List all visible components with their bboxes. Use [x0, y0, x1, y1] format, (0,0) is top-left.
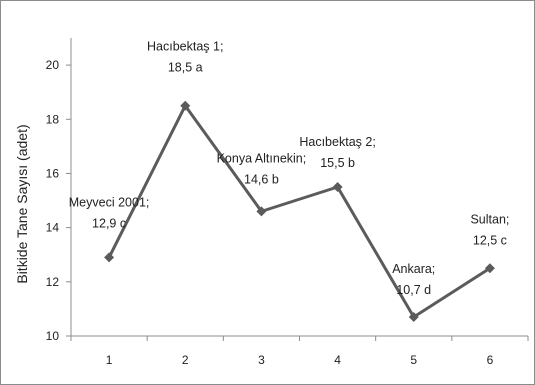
- data-label: Konya Altınekin;: [217, 151, 307, 165]
- axes: [66, 38, 529, 341]
- data-point-marker: [104, 252, 115, 263]
- x-tick-labels: 1 2 3 4 5 6: [106, 353, 494, 367]
- data-point-marker: [180, 100, 191, 111]
- y-tick-label: 10: [46, 329, 60, 343]
- data-label: 10,7 d: [396, 283, 431, 297]
- series-polyline: [107, 104, 491, 319]
- x-tick-label: 1: [106, 353, 113, 367]
- y-tick-label: 14: [46, 221, 60, 235]
- data-point-marker: [332, 182, 343, 192]
- y-tick-label: 18: [46, 112, 60, 126]
- data-label: Sultan;: [470, 212, 509, 226]
- data-label: 12,9 c: [92, 216, 126, 230]
- y-tick-labels: 10 12 14 16 18 20: [46, 58, 60, 343]
- data-label: Hacıbektaş 1;: [147, 40, 223, 54]
- data-label: Hacıbektaş 2;: [299, 135, 375, 149]
- data-label: 12,5 c: [473, 233, 507, 247]
- data-point-marker: [484, 263, 495, 274]
- data-label: Meyveci 2001;: [69, 195, 150, 209]
- data-label: Ankara;: [392, 262, 435, 276]
- x-tick-label: 4: [334, 353, 341, 367]
- x-tick-label: 5: [410, 353, 417, 367]
- y-tick-label: 16: [46, 166, 60, 180]
- data-point-marker: [408, 312, 419, 323]
- data-label: 18,5 a: [168, 61, 203, 75]
- data-markers: [104, 100, 495, 323]
- data-label: 15,5 b: [320, 156, 355, 170]
- series-line: [107, 104, 491, 319]
- y-tick-label: 20: [46, 58, 60, 72]
- x-tick-label: 3: [258, 353, 265, 367]
- y-tick-label: 12: [46, 275, 60, 289]
- x-tick-label: 2: [182, 353, 189, 367]
- x-tick-label: 6: [487, 353, 494, 367]
- data-labels: Meyveci 2001; 12,9 c Hacıbektaş 1; 18,5 a Ko…: [69, 40, 510, 297]
- data-point-marker: [256, 206, 267, 217]
- data-label: 14,6 b: [244, 172, 279, 186]
- y-axis-label: Bitkide Tane Sayısı (adet): [14, 124, 30, 283]
